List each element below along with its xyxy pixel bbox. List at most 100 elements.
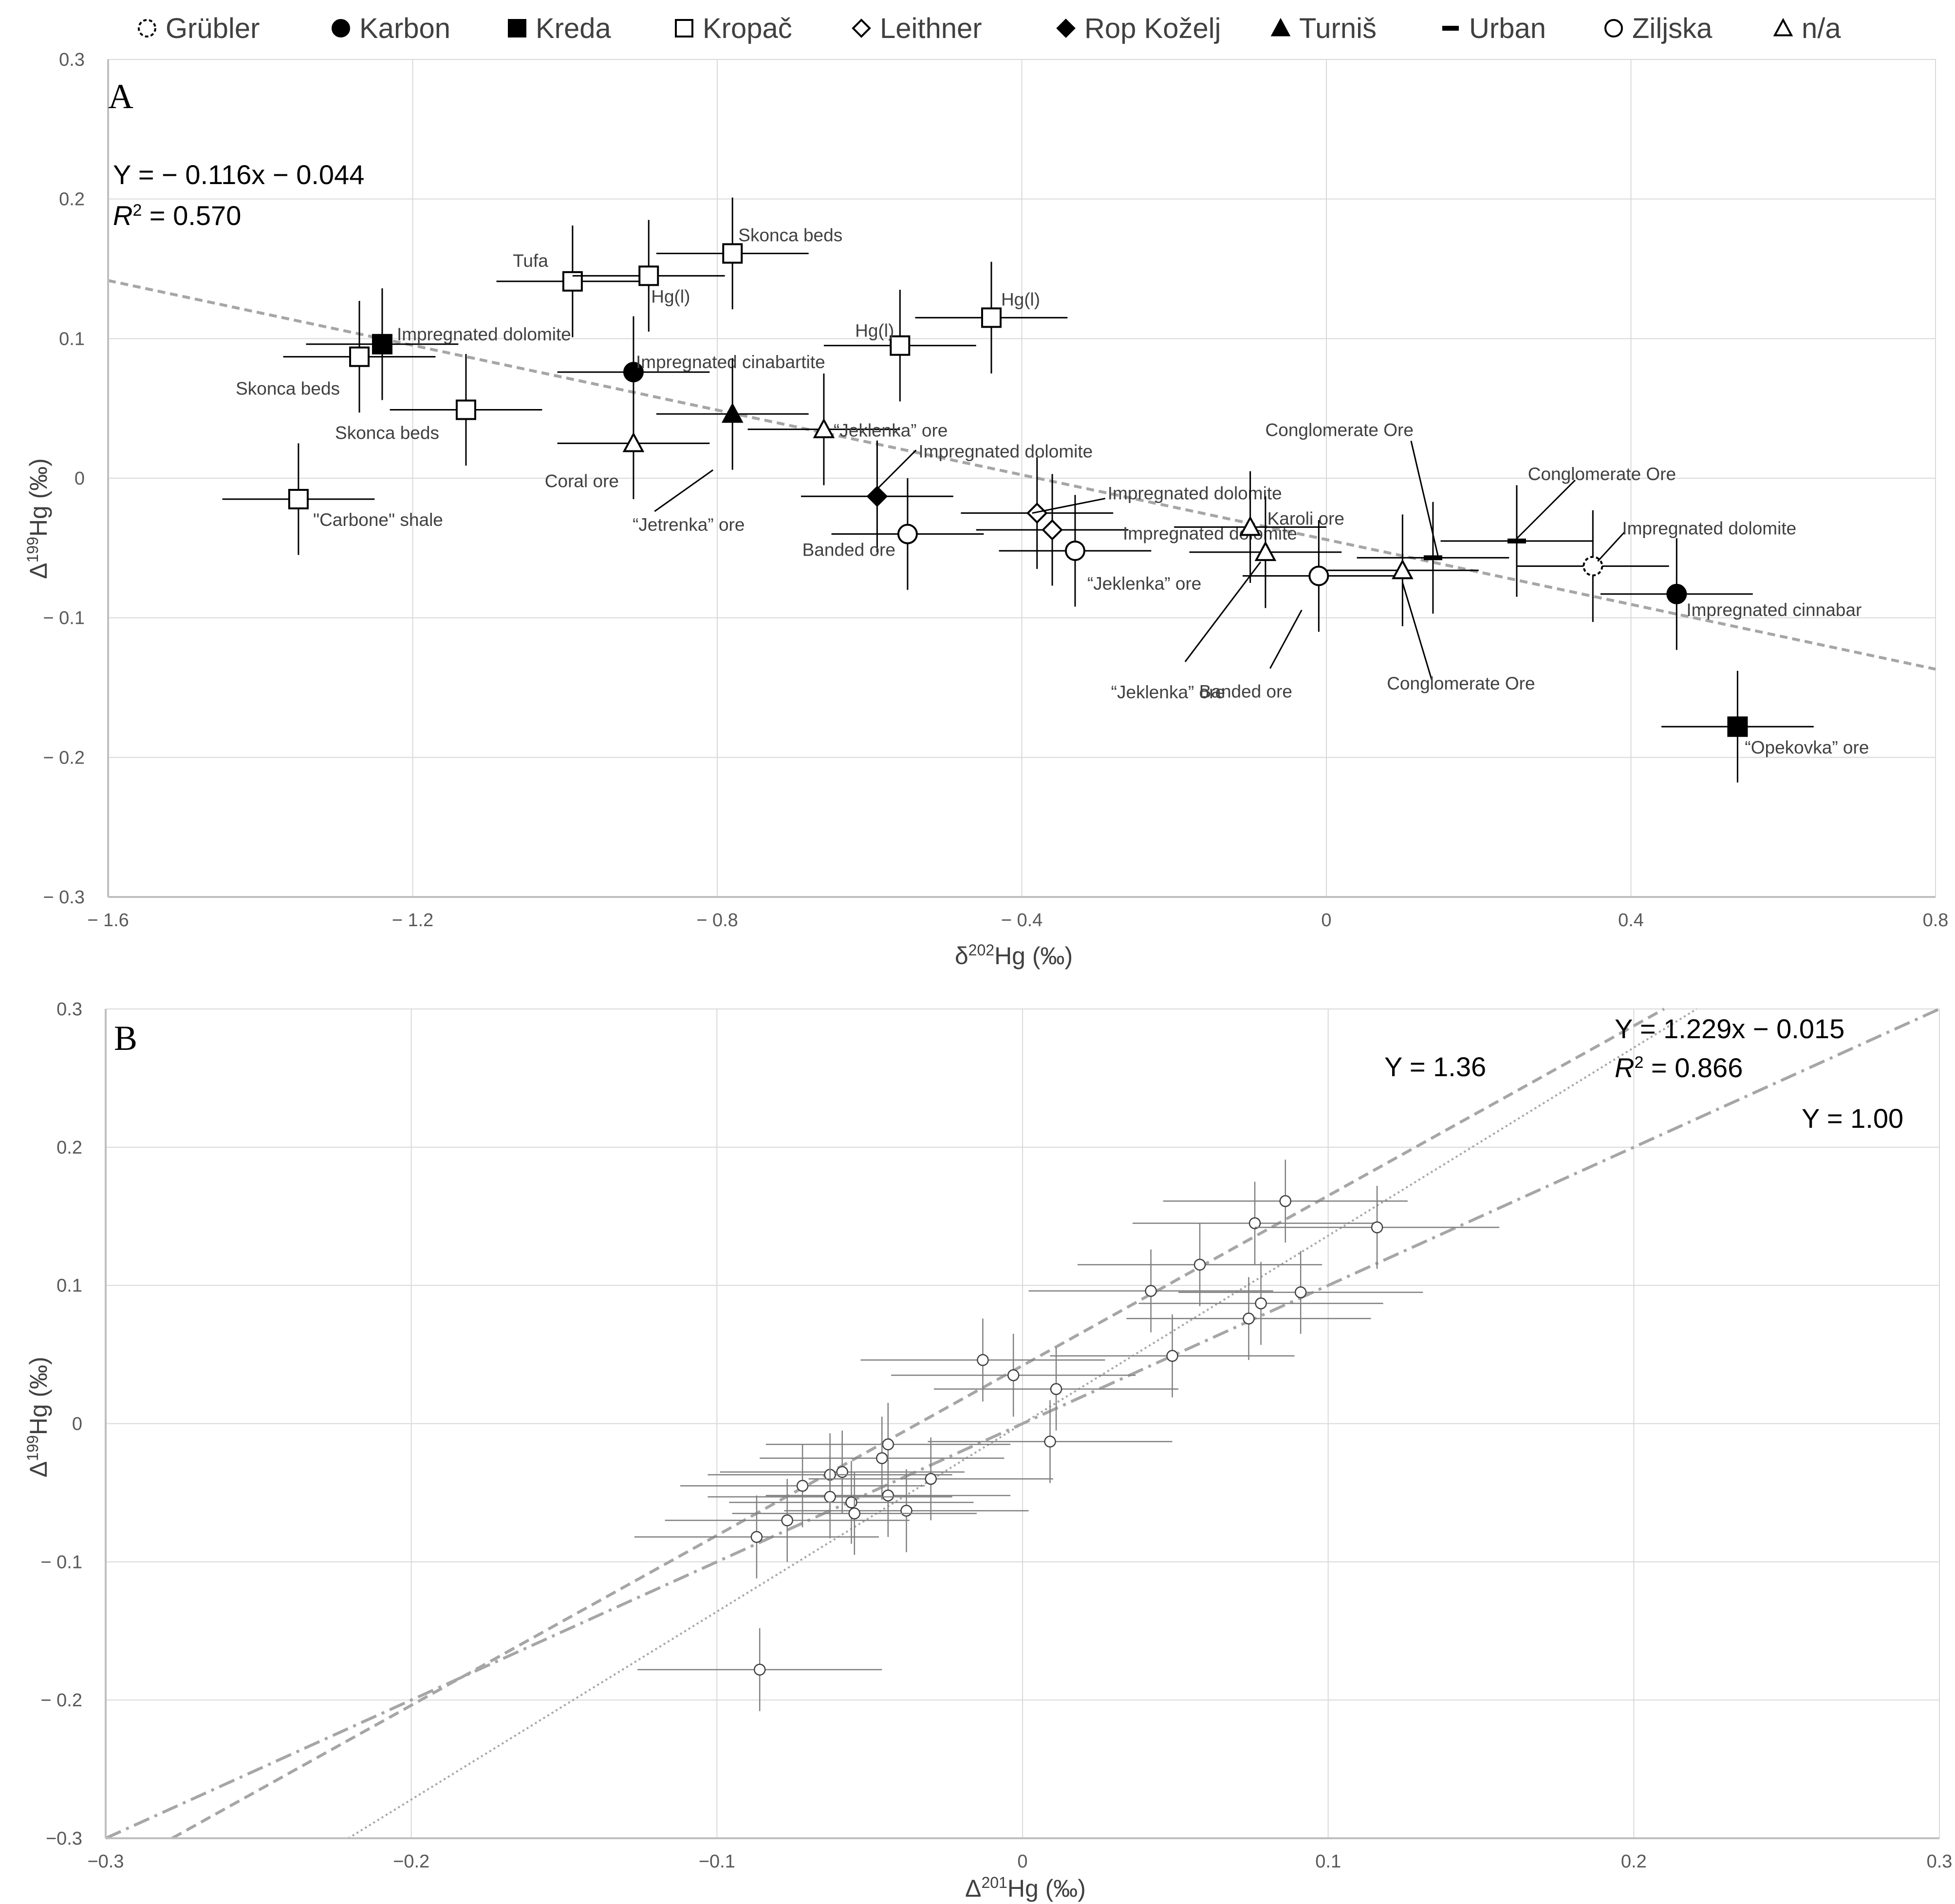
marker-kropac [890, 335, 911, 356]
data-point-a-ziljska: Banded ore [1199, 520, 1395, 702]
data-point-b [860, 1318, 1105, 1402]
data-point-b [891, 1334, 1136, 1417]
data-point-a-kropac: Skonca beds [656, 197, 842, 310]
data-point-b [1163, 1159, 1408, 1243]
x-axis-title-a: δ202Hg (‰) [955, 941, 1073, 970]
reference-line-dashed [171, 1008, 1665, 1840]
data-point-a-n-a: Coral ore [545, 387, 710, 499]
legend-marker-kreda [508, 19, 526, 37]
data-point-b [729, 1461, 974, 1544]
r2-b-exponent: 2 [1634, 1053, 1643, 1072]
leader-line [654, 469, 714, 512]
marker-circle [1007, 1369, 1020, 1381]
data-point-b [1178, 1251, 1423, 1334]
data-point-a-turnis: “Jetrenka” ore [633, 358, 809, 535]
marker-leithner [1026, 502, 1048, 524]
data-point-a-n-a: Karoli ore [1174, 471, 1344, 583]
leader-line [1184, 561, 1262, 662]
x-tick-label-b: −0.2 [393, 1851, 429, 1872]
equation-b: Y = 1.229x − 0.015 [1615, 1013, 1844, 1044]
data-point-a-karbon: Impregnated cinabartite [557, 316, 825, 428]
leader-line [1516, 479, 1576, 540]
legend-marker-rop-kozelj [1056, 19, 1076, 38]
y-tick-label-b: − 0.2 [40, 1690, 82, 1711]
y-tick-label-a: 0.2 [59, 189, 85, 210]
point-label: “Jetrenka” ore [633, 515, 745, 535]
y-tick-label-b: 0.3 [56, 999, 82, 1020]
data-point-b [933, 1347, 1179, 1431]
y-tick-label-a: 0.3 [59, 50, 85, 70]
legend-marker-ziljska [1604, 19, 1623, 37]
marker-circle [750, 1531, 763, 1543]
data-point-b [634, 1495, 879, 1579]
y-tick-label-a: − 0.2 [43, 747, 85, 768]
y-tick-label-b: 0.2 [56, 1138, 82, 1158]
point-label: Conglomerate Ore [1387, 673, 1535, 693]
panel-letter-a: A [108, 77, 133, 116]
marker-circle [796, 1479, 809, 1492]
x-tick-label-a: 0.4 [1618, 910, 1644, 931]
axes-a: − 1.6 − 1.2 − 0.8 − 0.4 0 0.4 0.8 − 0.3 − 0.2 − 0… [43, 50, 1948, 931]
x-tick-label-a: 0.8 [1923, 910, 1949, 931]
leader-line [1597, 531, 1625, 562]
x-tick-label-b: 0.3 [1927, 1851, 1953, 1872]
data-point-a-leithner: Impregnated dolomite [961, 457, 1282, 569]
data-point-a-urban: Conglomerate Ore [1440, 464, 1676, 597]
marker-kropac [349, 346, 370, 367]
equation-a: Y = − 0.116x − 0.044 [113, 159, 364, 190]
data-point-b [1132, 1181, 1378, 1265]
data-point-b [1255, 1186, 1500, 1269]
data-point-b [760, 1417, 1005, 1500]
r2-b-symbol: R [1615, 1052, 1634, 1083]
x-tick-label-b: 0.2 [1621, 1851, 1647, 1872]
marker-karbon [1666, 583, 1687, 604]
legend-item-n-a: n/a [1773, 13, 1841, 44]
leader-line [876, 449, 917, 490]
data-point-a-ziljska: Banded ore [802, 478, 984, 590]
data-point-a-ziljska: “Jeklenka” ore [999, 495, 1201, 607]
y-tick-label-a: 0.1 [59, 329, 85, 349]
r2-a-exponent: 2 [132, 201, 142, 220]
data-point-a-karbon: Impregnated cinnabar [1600, 538, 1862, 650]
marker-circle [1193, 1258, 1206, 1271]
marker-circle [900, 1505, 912, 1517]
data-point-a-kropac: Tufa [496, 225, 649, 337]
data-point-a-n-a: Conglomerate Ore [1326, 514, 1535, 693]
data-point-b [1028, 1249, 1273, 1333]
point-label: Skonca beds [236, 379, 340, 399]
marker-circle [781, 1514, 793, 1527]
legend-label: Kreda [536, 13, 612, 44]
reference-line-dotted [348, 1008, 1697, 1839]
data-point-b [665, 1479, 910, 1562]
marker-kropac [562, 271, 583, 292]
point-label: Hg(l) [855, 321, 894, 341]
marker-n-a [1239, 516, 1261, 536]
legend-item-ziljska: Ziljska [1604, 13, 1713, 44]
point-label: “Jeklenka” ore [1111, 682, 1225, 702]
legend-item-kropac: Kropač [675, 13, 792, 44]
point-label: Banded ore [802, 540, 895, 560]
label-y100: Y = 1.00 [1802, 1103, 1903, 1134]
y-tick-label-b: 0 [72, 1414, 82, 1435]
marker-ziljska [1308, 565, 1329, 586]
x-tick-label-b: 0.1 [1315, 1851, 1341, 1872]
point-label: Hg(l) [1001, 289, 1040, 309]
point-label: "Carbone" shale [313, 510, 443, 530]
legend-marker-leithner [852, 19, 871, 38]
legend-marker-urban [1442, 26, 1459, 31]
x-tick-label-a: − 1.2 [392, 910, 434, 931]
legend: Grübler Karbon Kreda Kropač Leithner Rop Kože… [138, 13, 1841, 44]
point-label: Impregnated dolomite [918, 441, 1093, 461]
y-tick-label-a: − 0.3 [43, 887, 85, 908]
data-point-b [1126, 1277, 1371, 1360]
x-tick-label-b: −0.3 [87, 1851, 124, 1872]
data-point-b [808, 1437, 1053, 1521]
point-label: Impregnated cinabartite [636, 352, 825, 372]
marker-kreda [1727, 716, 1748, 737]
legend-label: Ziljska [1632, 13, 1713, 44]
points-a: Impregnated dolomite Skonca beds Skonca be… [222, 197, 1869, 783]
data-point-a-kropac: Hg(l) [572, 220, 725, 332]
legend-marker-turnis [1270, 18, 1291, 37]
r2-a: R2 = 0.570 [113, 200, 241, 231]
data-point-a-n-a: “Jeklenka” ore [747, 373, 948, 485]
